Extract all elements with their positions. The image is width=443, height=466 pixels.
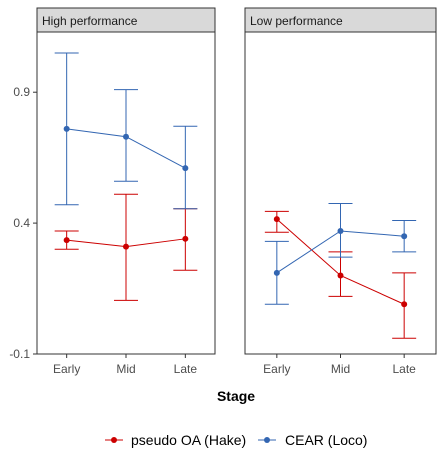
y-axis: -0.1 0.4 0.9 <box>9 85 37 361</box>
legend-label: CEAR (Loco) <box>285 432 367 448</box>
y-tick-label: 0.4 <box>13 216 30 230</box>
series-1 <box>264 202 417 305</box>
series-0 <box>264 210 417 339</box>
legend-key-point <box>264 437 270 443</box>
y-tick-label: -0.1 <box>9 347 30 361</box>
panel-border <box>244 31 437 355</box>
x-tick-label: Early <box>53 362 80 376</box>
data-point <box>273 216 280 223</box>
x-axis-title: Stage <box>217 388 255 404</box>
legend-key-point <box>111 437 117 443</box>
panel-border <box>36 31 216 355</box>
data-point <box>337 272 344 279</box>
legend: pseudo OA (Hake) CEAR (Loco) <box>105 432 367 448</box>
facet-strip <box>244 7 437 33</box>
data-point <box>337 227 344 234</box>
y-tick-label: 0.9 <box>13 85 30 99</box>
series-0 <box>54 193 198 301</box>
facet-panel-1: Low performance Early Mid Late <box>244 7 437 376</box>
x-tick-label: Late <box>392 362 416 376</box>
legend-entry: pseudo OA (Hake) <box>105 432 246 448</box>
data-point <box>123 243 129 250</box>
legend-label: pseudo OA (Hake) <box>131 432 246 448</box>
data-point <box>63 237 70 244</box>
data-point <box>401 233 408 240</box>
facet-strip <box>36 7 216 33</box>
data-point <box>273 269 280 276</box>
data-point <box>63 125 70 132</box>
data-point <box>401 301 408 308</box>
data-point <box>123 133 129 140</box>
x-tick-label: Mid <box>116 362 135 376</box>
x-tick-label: Late <box>174 362 198 376</box>
facet-panel-0: High performance Early Mid Late <box>36 7 216 376</box>
legend-entry: CEAR (Loco) <box>258 432 367 448</box>
data-point <box>182 165 189 172</box>
facet-strip-label: Low performance <box>250 14 343 28</box>
series-1 <box>54 52 198 210</box>
x-tick-label: Mid <box>331 362 350 376</box>
x-tick-label: Early <box>263 362 290 376</box>
data-point <box>182 235 189 242</box>
facet-strip-label: High performance <box>42 14 138 28</box>
